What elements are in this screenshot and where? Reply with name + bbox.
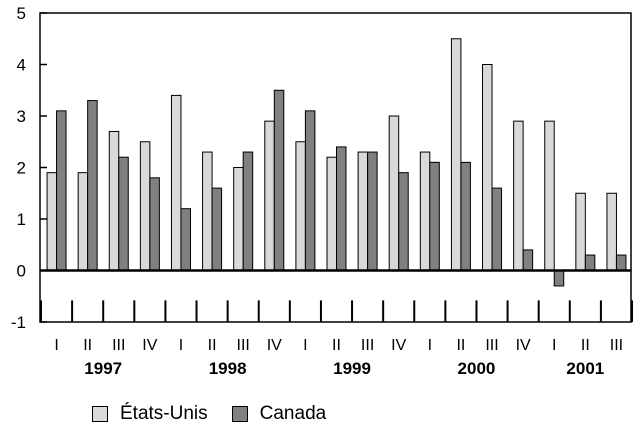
bar-etats-unis xyxy=(513,120,524,272)
year-label-1998: 1998 xyxy=(209,359,247,378)
x-tick-label: II xyxy=(581,337,590,354)
bar-canada xyxy=(211,187,223,272)
y-tick-label: 1 xyxy=(17,210,26,229)
bar-canada xyxy=(149,177,160,271)
y-tick-label: 3 xyxy=(17,107,26,126)
bar-canada xyxy=(553,270,565,287)
x-tick-label: III xyxy=(361,337,374,354)
bar-etats-unis xyxy=(77,172,89,271)
bar-canada xyxy=(118,156,129,271)
x-tick-label: II xyxy=(332,337,341,354)
bar-canada xyxy=(87,100,98,271)
x-tick-label: IV xyxy=(391,337,406,354)
year-label-2000: 2000 xyxy=(458,359,496,378)
y-tick-label: -1 xyxy=(11,313,26,332)
bar-etats-unis xyxy=(575,192,586,271)
legend-swatch-canada xyxy=(231,406,248,422)
bar-etats-unis xyxy=(170,94,182,272)
bar-canada xyxy=(180,208,191,271)
y-tick-label: 0 xyxy=(17,262,26,281)
x-tick-label: II xyxy=(456,337,465,354)
legend-swatch-etats-unis xyxy=(92,406,108,422)
bar-etats-unis xyxy=(139,141,151,271)
bar-etats-unis xyxy=(450,38,462,271)
bar-canada xyxy=(429,161,440,272)
bar-etats-unis xyxy=(46,172,58,271)
year-label-1999: 1999 xyxy=(333,359,371,378)
x-tick-label: I xyxy=(179,337,183,354)
legend-item-canada: Canada xyxy=(231,403,327,425)
x-tick-label: I xyxy=(428,337,432,354)
bar-etats-unis xyxy=(544,120,555,272)
legend-label-canada: Canada xyxy=(259,403,327,424)
bar-canada xyxy=(336,146,347,271)
bar-etats-unis xyxy=(606,192,617,271)
bar-canada xyxy=(522,249,534,271)
x-tick-label: I xyxy=(303,337,307,354)
x-tick-label: I xyxy=(54,337,58,354)
x-tick-label: III xyxy=(485,337,498,354)
y-tick-label: 2 xyxy=(17,159,26,178)
bar-canada xyxy=(491,187,503,272)
year-label-1997: 1997 xyxy=(84,359,122,378)
x-tick-label: IV xyxy=(516,337,531,354)
legend-label-etats-unis: États-Unis xyxy=(120,403,208,424)
bar-etats-unis xyxy=(233,167,244,271)
year-label-2001: 2001 xyxy=(566,359,604,378)
y-tick-label: 5 xyxy=(17,4,26,23)
x-tick-label: III xyxy=(610,337,623,354)
x-tick-label: IV xyxy=(142,337,157,354)
bar-etats-unis xyxy=(264,120,275,272)
bar-canada xyxy=(398,172,409,271)
x-tick-label: II xyxy=(83,337,92,354)
x-tick-label: I xyxy=(552,337,556,354)
bar-canada xyxy=(273,89,285,271)
x-tick-label: III xyxy=(237,337,250,354)
bar-etats-unis xyxy=(482,64,493,271)
bar-canada xyxy=(460,161,471,272)
bar-etats-unis xyxy=(326,156,337,271)
bar-canada xyxy=(584,254,596,272)
bar-etats-unis xyxy=(202,151,213,271)
bar-etats-unis xyxy=(108,130,120,271)
y-tick-label: 4 xyxy=(17,56,26,75)
x-tick-label: IV xyxy=(267,337,282,354)
legend: États-Unis Canada xyxy=(92,403,350,425)
bar-canada xyxy=(242,151,254,271)
bar-etats-unis xyxy=(388,115,400,271)
x-tick-label: II xyxy=(208,337,217,354)
bar-canada xyxy=(615,254,627,272)
bar-canada xyxy=(56,110,67,271)
bar-etats-unis xyxy=(295,141,306,271)
bar-etats-unis xyxy=(419,151,431,271)
legend-item-etats-unis: États-Unis xyxy=(92,403,208,425)
x-tick-label: III xyxy=(112,337,125,354)
bar-canada xyxy=(304,110,316,271)
bar-etats-unis xyxy=(357,151,369,271)
bar-canada xyxy=(367,151,378,271)
